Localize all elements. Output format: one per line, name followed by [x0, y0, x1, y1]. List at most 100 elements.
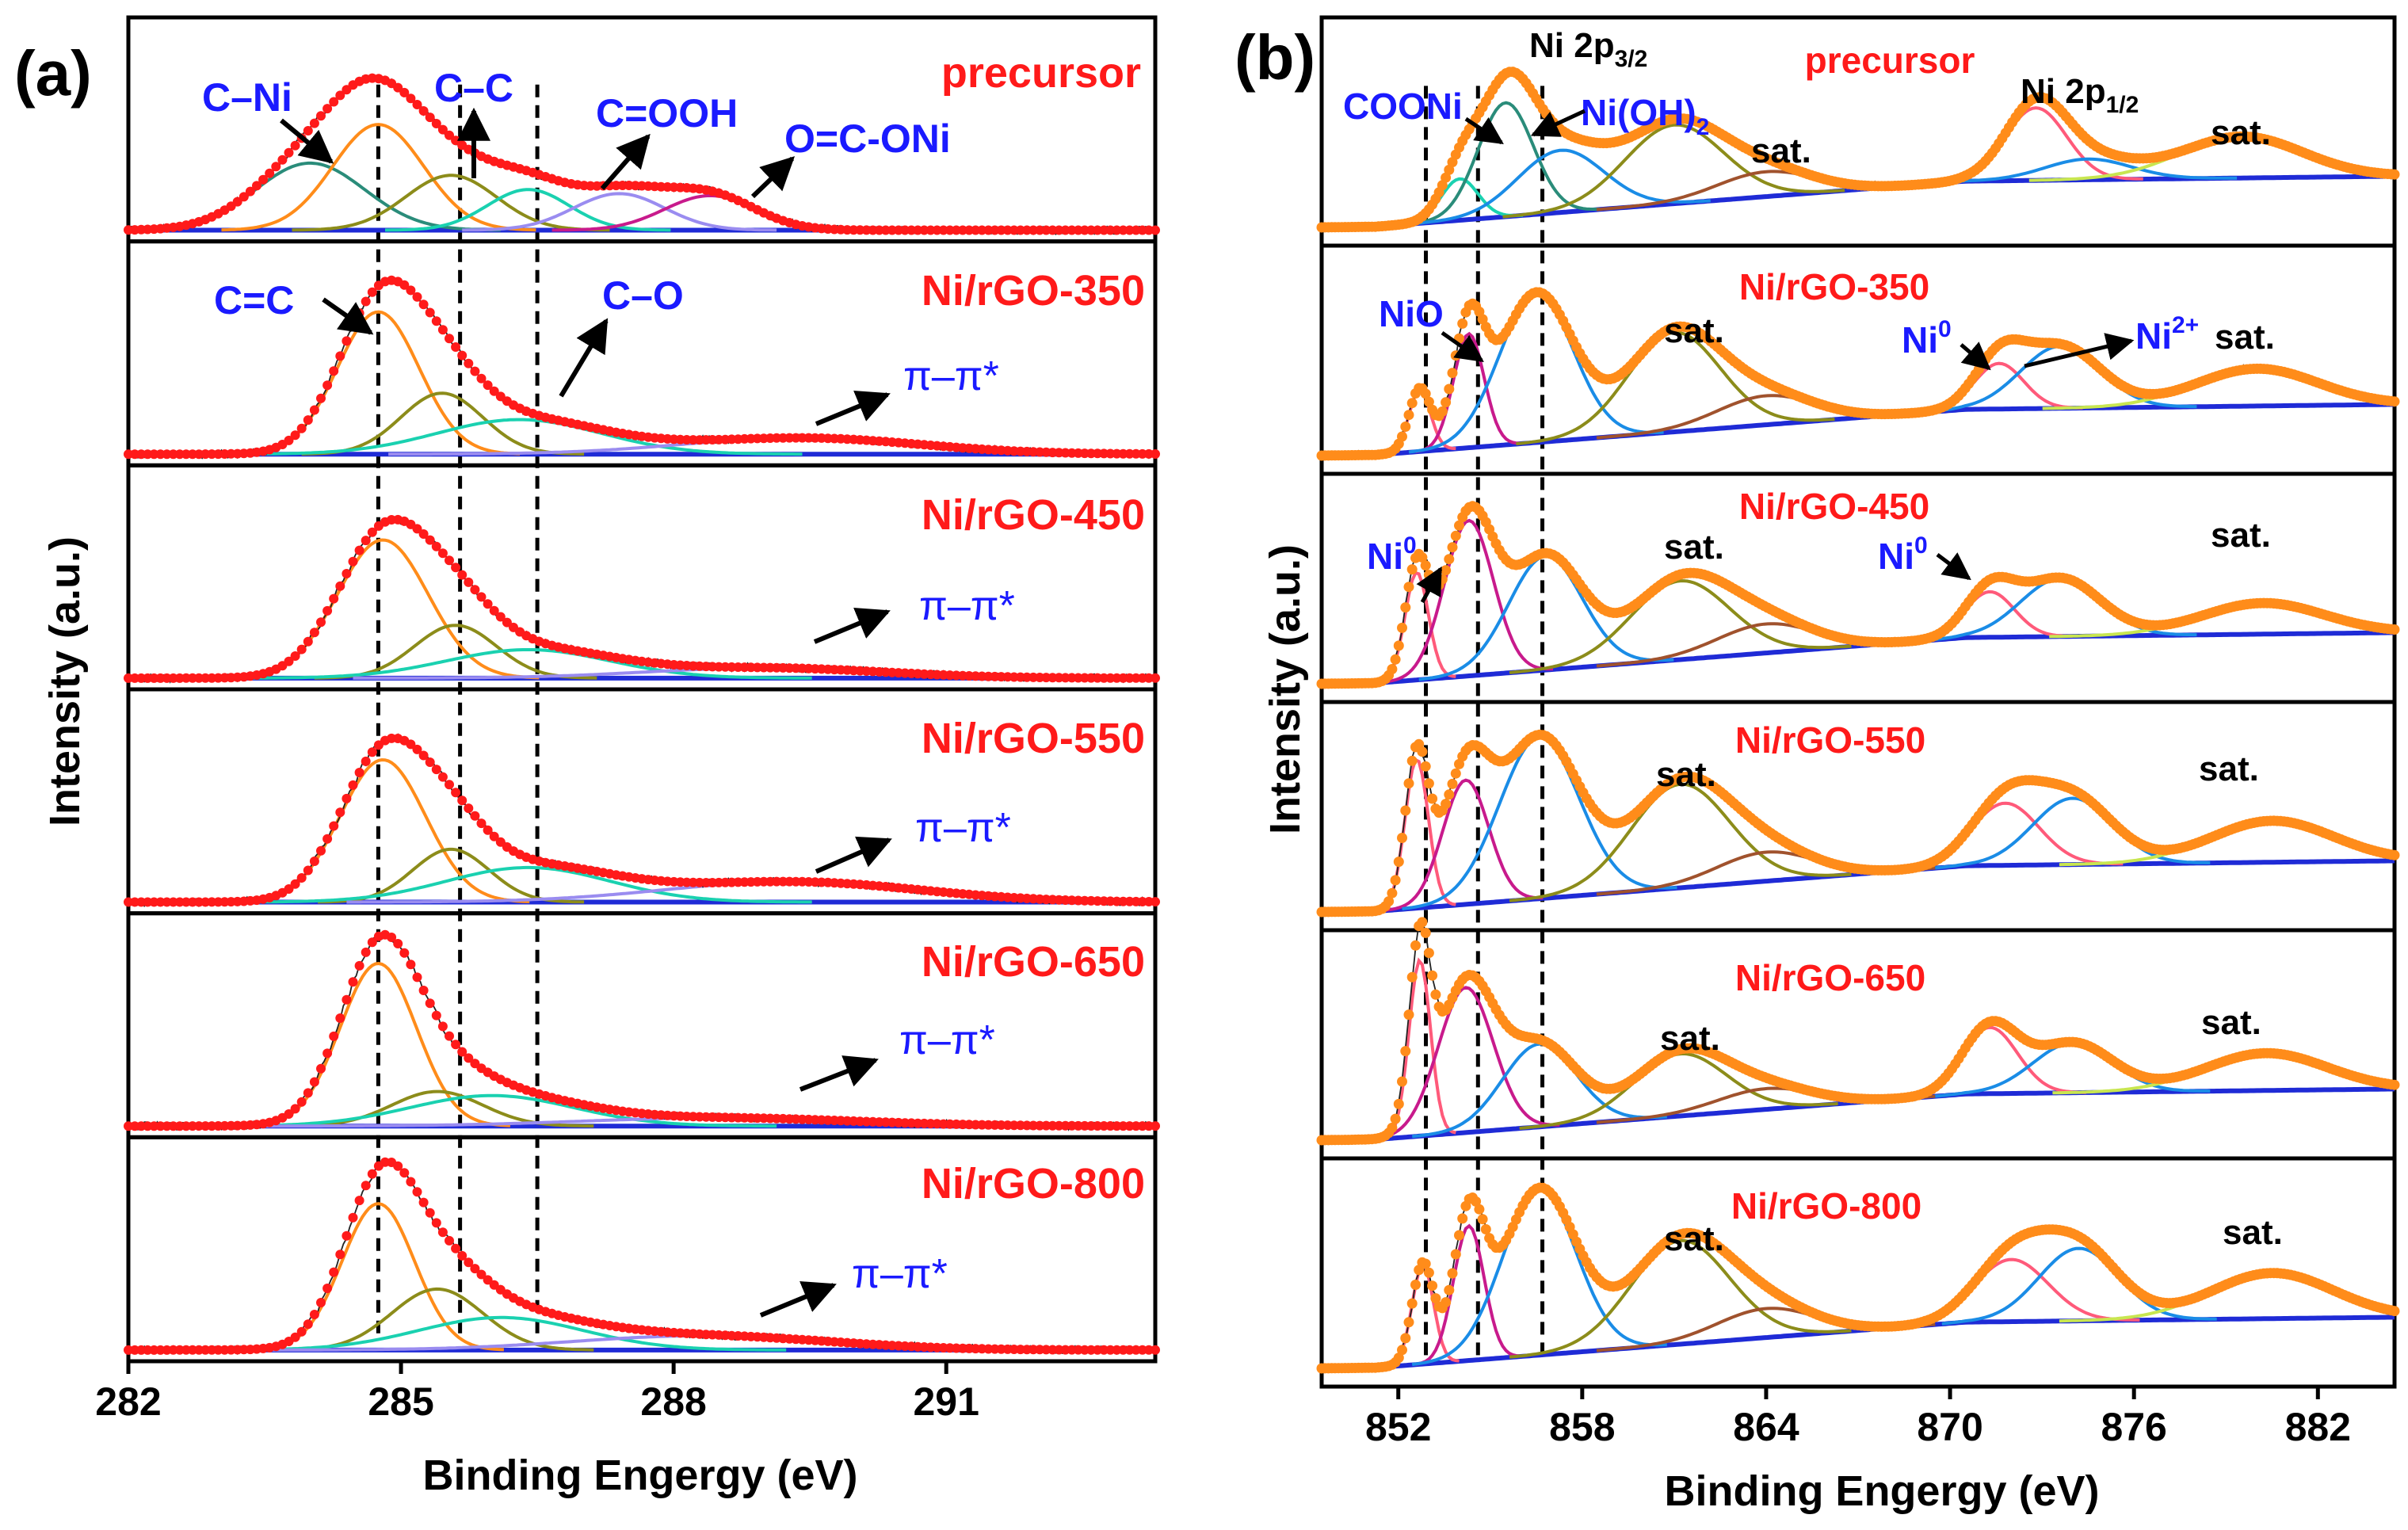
- panel-0-series-2-point: [476, 592, 487, 602]
- panel-0-series-0-point: [399, 87, 410, 97]
- panel-1-series-4-point: [1406, 971, 1418, 982]
- panel-0-series-5-point: [329, 1267, 339, 1277]
- panel-0-xtick-label-3: 291: [913, 1379, 979, 1424]
- panel-b-plot: 852 858 864 870 876 882: [1316, 15, 2400, 1449]
- panel-0-series-4-point: [425, 998, 435, 1009]
- panel-0-series-3-point: [1151, 897, 1160, 907]
- panel-1-series-3-point: [1444, 789, 1455, 800]
- b-series-label-800: Ni/rGO-800: [1731, 1185, 1921, 1227]
- b-sat-550-1: sat.: [1656, 755, 1716, 794]
- panel-1-series-5-point: [1430, 1293, 1441, 1304]
- panel-0-series-3-component-1: [317, 847, 585, 904]
- panel-1-series-1-dots: [1316, 287, 2400, 461]
- panel-1-series-1-point: [1406, 398, 1418, 409]
- panel-0-series-5-point: [431, 1218, 441, 1228]
- panel-1-series-3-point: [1390, 875, 1401, 886]
- b-arrow-cooni: [1464, 116, 1504, 145]
- panel-1-series-3-component-3: [1509, 782, 1852, 902]
- panel-0-series-3-point: [342, 793, 352, 803]
- panel-0-series-0-component-1: [221, 123, 536, 232]
- panel-0-series-4-point: [445, 1031, 454, 1041]
- panel-1-series-2-point: [1403, 582, 1414, 593]
- a-arrow-o-c-oni: [750, 156, 796, 199]
- panel-b-label: (b): [1235, 22, 1315, 93]
- panel-0-series-5-point: [335, 1250, 345, 1260]
- panel-0-series-0-point: [290, 140, 300, 151]
- panel-1-series-5-point: [1450, 1249, 1461, 1260]
- panel-0-series-1-point: [489, 386, 499, 396]
- panel-1-series-1-point: [1420, 388, 1431, 399]
- panel-0-series-5-point: [316, 1298, 326, 1307]
- a-label-pi-450: π–π*: [919, 583, 1015, 629]
- panel-0-series-0-component-2: [292, 174, 610, 232]
- panel-1-series-0-component-2: [1412, 148, 1711, 226]
- panel-1-series-0-component-6: [1938, 157, 2238, 185]
- panel-0-series-3-point: [406, 739, 416, 750]
- panel-1-series-5-dots: [1316, 1182, 2400, 1374]
- panel-1-xtick-label-4: 876: [2101, 1405, 2166, 1449]
- panel-0-series-4-point: [418, 986, 429, 995]
- a-arrow-c-o: [559, 318, 609, 398]
- panel-0-series-4-point: [290, 1104, 300, 1114]
- panel-0-series-1-point: [335, 351, 345, 361]
- panel-0-series-3-point: [437, 772, 448, 782]
- panel-1-series-5-point: [1444, 1284, 1455, 1295]
- panel-1-series-5-point: [1454, 1230, 1464, 1241]
- b-sat-650-2: sat.: [2201, 1003, 2261, 1042]
- panel-0-series-0-point: [412, 100, 422, 109]
- b-label-ni0-450a: Ni0: [1367, 532, 1417, 577]
- panel-0-series-1-point: [470, 366, 480, 376]
- panel-1-series-4-point: [1387, 1122, 1398, 1133]
- panel-1-series-4-point: [1423, 948, 1434, 959]
- panel-0-series-5-point: [445, 1235, 454, 1246]
- panel-1-series-4-point: [1397, 1076, 1407, 1087]
- b-sat-pre-2: sat.: [2211, 113, 2271, 152]
- panel-0-series-3-point: [457, 796, 467, 806]
- panel-1-series-2-point: [1397, 622, 1407, 633]
- panel-0-series-0-point: [437, 124, 448, 135]
- b-label-ni0-450a-main: Ni: [1367, 536, 1403, 577]
- panel-1-series-3-point: [1400, 805, 1411, 816]
- b-label-ni0-350-sup: 0: [1938, 316, 1952, 342]
- panel-1-series-0-point: [1441, 172, 1452, 183]
- a-label-pi-800: π–π*: [852, 1251, 948, 1297]
- panel-0-series-4-component-2: [208, 1093, 777, 1128]
- panel-1-series-4-point: [1390, 1113, 1401, 1124]
- a-arrow-pi-350: [815, 390, 891, 426]
- panel-1-series-2-point: [1420, 560, 1431, 571]
- panel-0-series-4-point: [457, 1047, 467, 1057]
- panel-0-series-3-point: [431, 765, 441, 775]
- panel-1-series-5-point: [1480, 1224, 1491, 1234]
- a-series-label-precursor: precursor: [941, 49, 1141, 97]
- panel-0-series-2-point: [290, 651, 300, 661]
- panel-0-series-1-point: [437, 325, 448, 335]
- panel-1-series-5-component-0: [1385, 1262, 1460, 1368]
- panel-0-series-0-point: [232, 196, 242, 207]
- panel-1-series-1-point: [1450, 350, 1461, 361]
- b-label-ni2p32-main: Ni 2p: [1529, 26, 1615, 65]
- panel-0-series-0-point: [239, 192, 249, 202]
- panel-0-series-3-point: [348, 780, 358, 790]
- panel-1-series-5-point: [1477, 1214, 1488, 1225]
- panel-0-series-1-component-1: [301, 391, 585, 456]
- panel-0-series-5-point: [399, 1168, 410, 1178]
- panel-0-series-4-point: [387, 933, 397, 942]
- panel-0-series-2-point: [322, 605, 333, 616]
- a-label-c-c: C–C: [434, 66, 513, 110]
- panel-0-frame-5: [126, 1135, 1158, 1364]
- b-label-ni-oh2-main: Ni(OH): [1581, 92, 1696, 133]
- b-label-ni2plus-main: Ni: [2135, 315, 2172, 357]
- panel-0-series-3-point: [329, 821, 339, 831]
- panel-0-series-3-point: [470, 811, 480, 821]
- panel-0-series-1-point: [354, 308, 364, 319]
- panel-0-xtick-label-2: 288: [640, 1379, 706, 1424]
- panel-0-series-2-component-2: [243, 648, 812, 680]
- panel-0-series-1-point: [290, 430, 300, 441]
- panel-1-series-1-point: [1437, 406, 1448, 417]
- b-sat-450-1: sat.: [1664, 528, 1724, 567]
- panel-1-series-3-point: [1403, 778, 1414, 789]
- panel-0-series-4-point: [393, 939, 403, 948]
- panel-0-series-4-point: [451, 1040, 461, 1050]
- panel-0-series-2-point: [296, 644, 307, 654]
